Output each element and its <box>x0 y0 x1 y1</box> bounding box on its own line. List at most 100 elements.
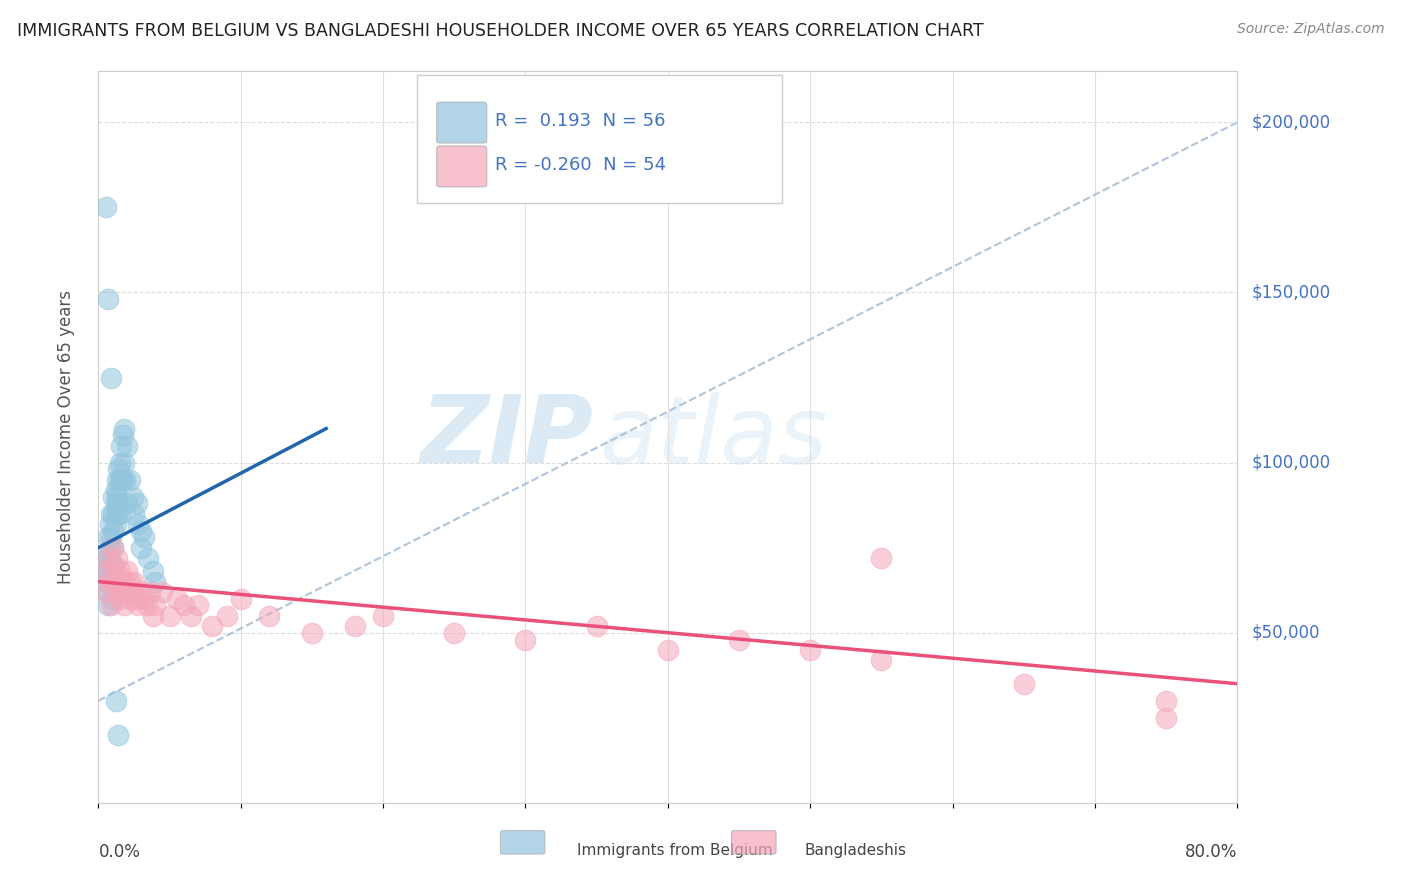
Point <box>97 293 120 307</box>
Point <box>110 439 132 453</box>
Point <box>100 558 122 572</box>
Point <box>125 496 148 510</box>
Point <box>115 565 138 579</box>
Text: $200,000: $200,000 <box>1251 113 1330 131</box>
Point <box>100 531 122 545</box>
Point <box>201 619 224 633</box>
Point <box>108 456 131 470</box>
Y-axis label: Householder Income Over 65 years: Householder Income Over 65 years <box>56 290 75 584</box>
Point <box>94 550 117 565</box>
Point <box>111 428 134 442</box>
Point <box>101 524 124 538</box>
Point <box>159 608 181 623</box>
Point <box>121 585 143 599</box>
Point <box>1012 677 1035 691</box>
Point <box>98 516 121 531</box>
Text: $50,000: $50,000 <box>1251 624 1320 641</box>
Point <box>101 490 124 504</box>
Point <box>105 473 128 487</box>
Point <box>101 574 124 589</box>
Point <box>107 496 129 510</box>
Point <box>121 490 143 504</box>
Text: atlas: atlas <box>599 392 828 483</box>
Point <box>229 591 252 606</box>
Point <box>107 574 129 589</box>
Text: R = -0.260  N = 54: R = -0.260 N = 54 <box>495 156 666 174</box>
Point <box>118 574 141 589</box>
Point <box>129 524 152 538</box>
Point <box>132 591 155 606</box>
Point <box>373 608 395 623</box>
Point <box>870 653 893 667</box>
Point <box>115 496 138 510</box>
Point <box>107 728 129 742</box>
Point <box>114 574 136 589</box>
Point <box>135 599 157 613</box>
Point <box>122 574 145 589</box>
Point <box>110 473 132 487</box>
Point <box>101 558 124 572</box>
Point <box>129 585 152 599</box>
Point <box>259 608 281 623</box>
Point <box>585 619 607 633</box>
Point <box>104 516 127 531</box>
Point <box>343 619 366 633</box>
Point <box>173 599 195 613</box>
FancyBboxPatch shape <box>437 102 486 143</box>
Point <box>443 625 465 640</box>
Text: Source: ZipAtlas.com: Source: ZipAtlas.com <box>1237 22 1385 37</box>
Point <box>105 585 128 599</box>
Point <box>105 490 128 504</box>
Point <box>104 483 127 497</box>
Point <box>101 541 124 555</box>
Point <box>94 565 117 579</box>
Point <box>141 565 163 579</box>
Text: Bangladeshis: Bangladeshis <box>804 843 907 858</box>
FancyBboxPatch shape <box>501 830 546 854</box>
Point <box>118 473 141 487</box>
Point <box>136 550 159 565</box>
Text: $150,000: $150,000 <box>1251 284 1330 301</box>
Point <box>870 550 893 565</box>
Text: 0.0%: 0.0% <box>98 843 141 861</box>
Point <box>114 473 136 487</box>
Point <box>103 558 125 572</box>
Point <box>97 565 120 579</box>
Point <box>120 591 142 606</box>
Point <box>112 421 135 435</box>
Point <box>111 585 134 599</box>
Point <box>799 642 821 657</box>
Point <box>108 507 131 521</box>
Point <box>515 632 537 647</box>
Point <box>112 456 135 470</box>
Point <box>145 574 167 589</box>
Point <box>110 574 132 589</box>
Point <box>98 541 121 555</box>
Point <box>108 473 131 487</box>
Text: Immigrants from Belgium: Immigrants from Belgium <box>576 843 772 858</box>
Point <box>125 591 148 606</box>
Text: 80.0%: 80.0% <box>1185 843 1237 861</box>
Point <box>104 565 127 579</box>
Point <box>1154 694 1177 708</box>
Point <box>108 591 131 606</box>
Text: IMMIGRANTS FROM BELGIUM VS BANGLADESHI HOUSEHOLDER INCOME OVER 65 YEARS CORRELAT: IMMIGRANTS FROM BELGIUM VS BANGLADESHI H… <box>17 22 984 40</box>
Point <box>105 507 128 521</box>
Point <box>111 473 134 487</box>
Point <box>97 599 120 613</box>
FancyBboxPatch shape <box>437 146 486 187</box>
Point <box>97 550 120 565</box>
Point <box>105 550 128 565</box>
Point <box>112 599 135 613</box>
Point <box>104 496 127 510</box>
Point <box>100 507 122 521</box>
Point <box>115 585 138 599</box>
Text: R =  0.193  N = 56: R = 0.193 N = 56 <box>495 112 665 130</box>
Point <box>141 608 163 623</box>
Point <box>98 574 121 589</box>
Point <box>97 550 120 565</box>
Point <box>1154 711 1177 725</box>
Point <box>301 625 323 640</box>
Point <box>127 599 149 613</box>
Point <box>100 370 122 384</box>
